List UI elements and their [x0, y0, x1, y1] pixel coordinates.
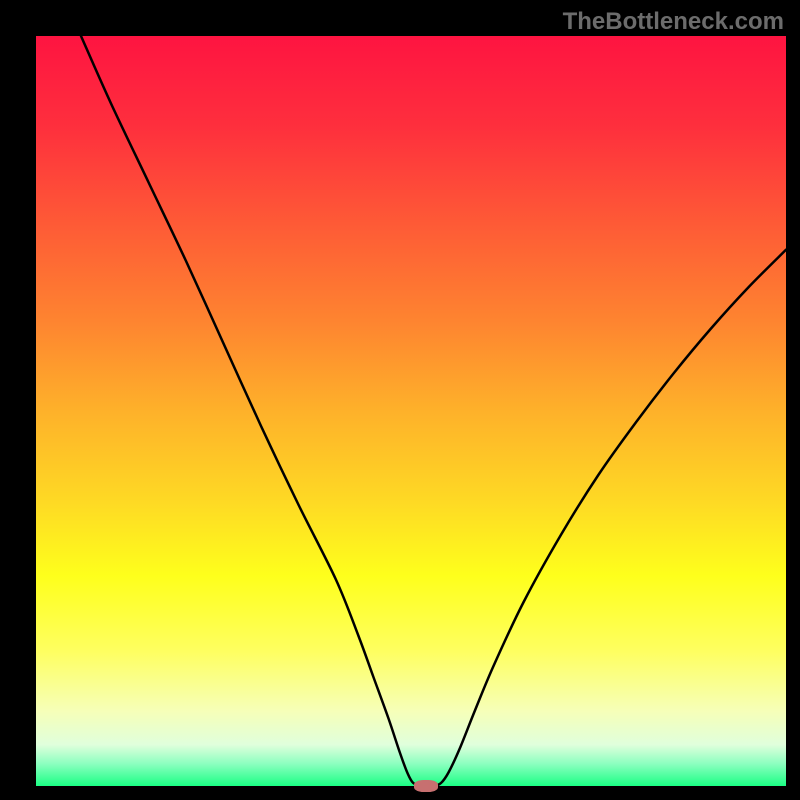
gradient-background — [36, 36, 786, 786]
optimum-marker — [414, 780, 438, 792]
watermark-text: TheBottleneck.com — [563, 8, 784, 36]
plot-area — [36, 36, 786, 786]
chart-container: TheBottleneck.com — [0, 0, 800, 800]
